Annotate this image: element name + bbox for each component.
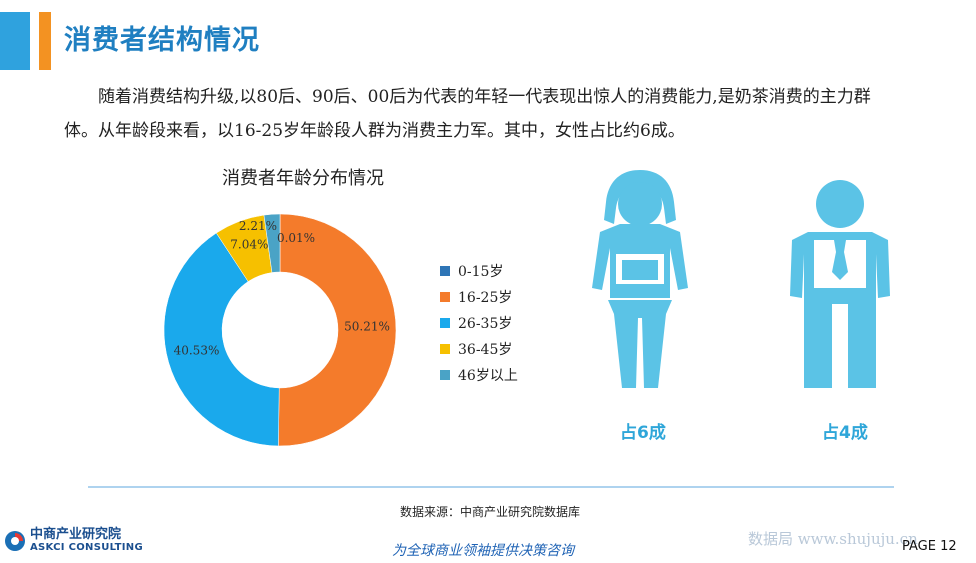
male-share-label: 占4成 (822, 423, 868, 443)
watermark: 数据局 www.shujuju.cn (748, 530, 918, 548)
data-source: 数据来源：中商产业研究院数据库 (400, 505, 581, 519)
page-title: 消费者结构情况 (64, 25, 260, 56)
legend-item-0-15: 0-15岁 (440, 258, 518, 284)
female-share-label: 占6成 (620, 423, 666, 443)
accent-bar-blue (0, 12, 30, 70)
legend-label: 46岁以上 (458, 368, 518, 384)
divider (88, 486, 894, 488)
female-figure-icon (592, 170, 688, 388)
legend-label: 36-45岁 (458, 342, 513, 358)
legend-item-16-25: 16-25岁 (440, 284, 518, 310)
data-label-16-25: 50.21% (344, 320, 390, 334)
data-label-36-45: 7.04% (230, 238, 268, 252)
intro-text: 随着消费结构升级,以80后、90后、00后为代表的年轻一代表现出惊人的消费能力,… (64, 87, 871, 141)
slice-16-25 (278, 213, 397, 447)
legend-item-26-35: 26-35岁 (440, 310, 518, 336)
company-logo: 中商产业研究院 ASKCI CONSULTING (4, 528, 143, 554)
logo-english-name: ASKCI CONSULTING (30, 542, 143, 553)
logo-mark-icon (5, 531, 25, 551)
male-figure-icon (790, 180, 890, 388)
legend-item-46-plus: 46岁以上 (440, 362, 518, 388)
slice-46-plus (263, 213, 281, 273)
legend-swatch (440, 318, 450, 328)
chart-legend: 0-15岁 16-25岁 26-35岁 36-45岁 46岁以上 (440, 258, 518, 388)
legend-label: 26-35岁 (458, 316, 513, 332)
intro-paragraph: 随着消费结构升级,以80后、90后、00后为代表的年轻一代表现出惊人的消费能力,… (64, 80, 904, 148)
data-label-0-15: 0.01% (277, 231, 315, 245)
legend-item-36-45: 36-45岁 (440, 336, 518, 362)
data-label-26-35: 40.53% (174, 343, 220, 357)
slogan: 为全球商业领袖提供决策咨询 (392, 543, 574, 559)
page-number: PAGE 12 (902, 539, 957, 554)
legend-swatch (440, 370, 450, 380)
logo-chinese-name: 中商产业研究院 (30, 527, 122, 542)
chart-title: 消费者年龄分布情况 (222, 168, 384, 189)
legend-swatch (440, 266, 450, 276)
legend-label: 16-25岁 (458, 290, 513, 306)
legend-swatch (440, 292, 450, 302)
gender-figures (592, 170, 890, 388)
legend-label: 0-15岁 (458, 264, 504, 280)
legend-swatch (440, 344, 450, 354)
data-label-46-plus: 2.21% (239, 219, 277, 233)
slice-26-35 (163, 232, 280, 447)
accent-bar-orange (39, 12, 51, 70)
donut-chart: 0.01% 50.21% 40.53% 7.04% 2.21% (163, 213, 397, 447)
